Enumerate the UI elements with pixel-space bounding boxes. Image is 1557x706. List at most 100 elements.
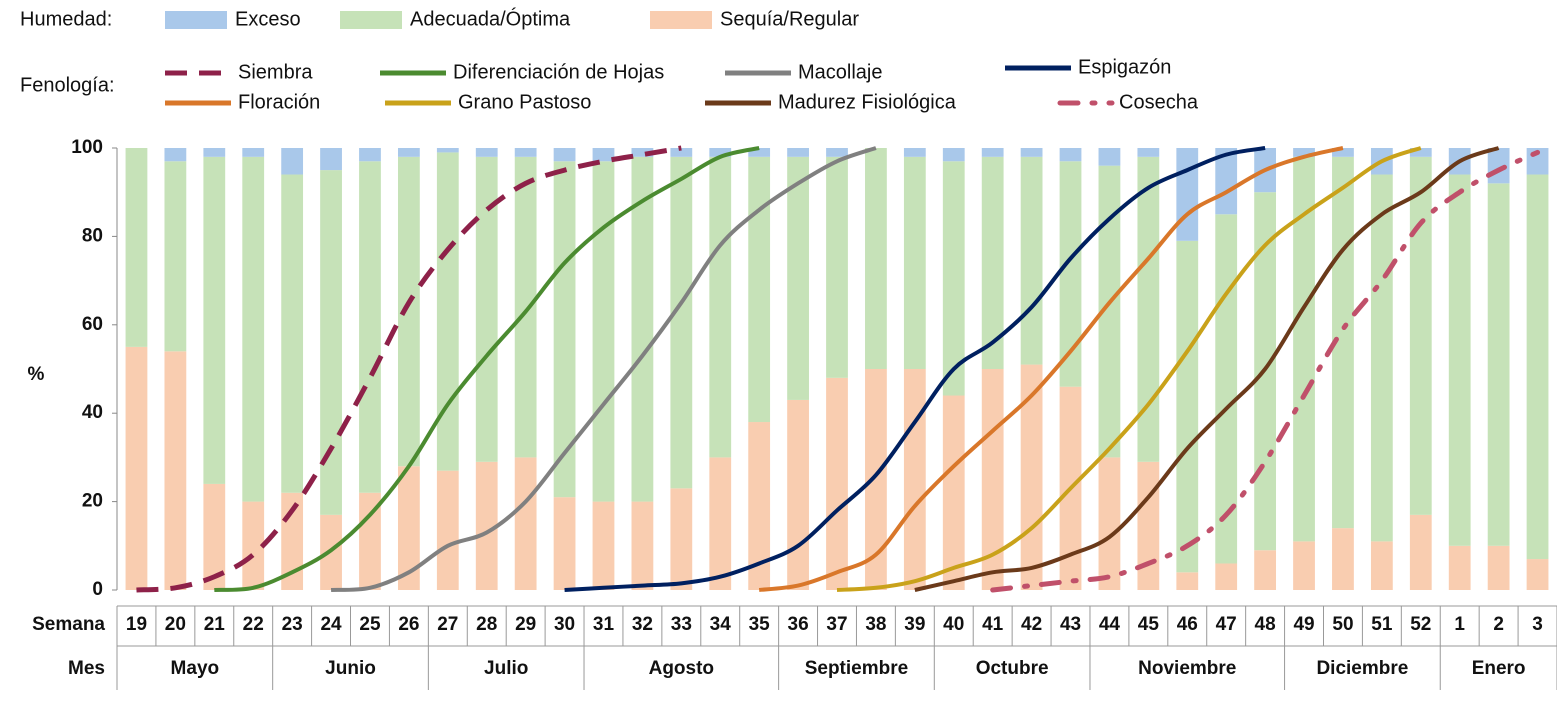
bar-segment [1293,156,1315,542]
x-tick-label: 26 [398,614,419,635]
bar-segment [865,369,887,590]
bar-segment [397,466,420,590]
bar-segment [1526,559,1549,590]
bar-segment [1409,514,1432,590]
y-tick-label: 0 [92,579,103,600]
month-label: Junio [325,658,376,679]
bar-segment [1409,148,1432,157]
bar-segment [592,161,615,502]
legend-label: Espigazón [1078,56,1171,78]
bar-segment [125,346,148,590]
bar-segment [242,156,265,502]
x-tick-label: 37 [826,614,847,635]
x-tick-label: 45 [1138,614,1160,635]
legend-label: Diferenciación de Hojas [453,61,664,83]
bar-segment [359,161,381,493]
x-tick-label: 29 [515,614,536,635]
bar-segment [592,148,615,162]
bar-segment [981,156,1004,369]
bar-segment [670,156,693,489]
y-tick-label: 100 [71,137,103,158]
bar-segment [1487,545,1510,590]
bar-segment [1137,156,1160,462]
bar-segment [631,501,654,590]
bar-segment [1215,563,1238,590]
month-label: Octubre [976,658,1049,679]
bar-segment [475,461,498,590]
bar-segment [125,148,148,347]
bar-segment [1098,148,1121,166]
legend-label: Macollaje [798,61,882,83]
x-tick-label: 1 [1454,614,1465,635]
x-tick-label: 24 [320,614,342,635]
bar-segment [631,156,654,502]
bar-segment [514,156,537,458]
legend-swatch [650,11,712,29]
legend-label: Cosecha [1119,91,1199,113]
bar-segment [942,161,965,396]
x-tick-label: 30 [554,614,575,635]
x-tick-label: 28 [476,614,497,635]
bar-segment [1293,148,1315,157]
bar-segment [397,156,420,467]
bar-segment [865,148,887,369]
bar-segment [1370,174,1393,542]
x-tick-label: 50 [1332,614,1353,635]
y-axis-label: % [28,364,45,385]
y-tick-label: 80 [82,225,103,246]
bar-segment [787,156,809,400]
legend-label: Grano Pastoso [458,91,591,113]
bar-segment [164,351,187,590]
bar-segment [1020,148,1043,157]
bar-segment [281,174,304,493]
bar-segment [553,497,576,590]
month-label: Julio [484,658,528,679]
bar-segment [1020,364,1043,590]
x-tick-label: 34 [710,614,732,635]
y-tick-label: 60 [82,314,103,335]
phenology-line [914,146,1500,592]
bar-segment [320,148,342,171]
x-tick-label: 44 [1099,614,1121,635]
bar-segment [359,492,381,590]
y-tick-label: 20 [82,491,103,512]
phenology-line [990,149,1541,593]
x-tick-label: 31 [593,614,615,635]
x-tick-label: 48 [1255,614,1276,635]
x-tick-label: 49 [1293,614,1314,635]
x-tick-label: 19 [126,614,147,635]
bar-segment [903,369,926,590]
month-row-label: Mes [68,658,105,679]
bar-segment [164,148,187,162]
x-tick-label: 22 [243,614,264,635]
bar-segment [1020,156,1043,365]
bar-segment [281,148,304,175]
bar-segment [942,148,965,162]
bar-segment [242,501,265,590]
x-tick-label: 41 [982,614,1004,635]
x-tick-label: 23 [282,614,303,635]
bar-segment [553,161,576,498]
bar-segment [1370,541,1393,590]
x-tick-label: 35 [749,614,771,635]
x-tick-label: 3 [1532,614,1543,635]
bar-segment [1487,183,1510,546]
bar-segment [1526,174,1549,560]
legend-label: Sequía/Regular [720,8,859,30]
legend-label: Madurez Fisiológica [778,91,957,113]
x-tick-label: 32 [632,614,653,635]
bar-segment [1332,528,1354,590]
legend-swatch [340,11,402,29]
bar-segment [903,148,926,157]
month-label: Agosto [649,658,714,679]
x-tick-label: 2 [1493,614,1504,635]
legend-label: Siembra [238,61,313,83]
bar-segment [475,148,498,157]
bar-segment [359,148,381,162]
phenology-line [214,146,760,592]
x-tick-label: 27 [437,614,458,635]
bar-segment [1409,156,1432,515]
bar-segment [826,156,848,378]
bar-segment [1254,550,1277,590]
